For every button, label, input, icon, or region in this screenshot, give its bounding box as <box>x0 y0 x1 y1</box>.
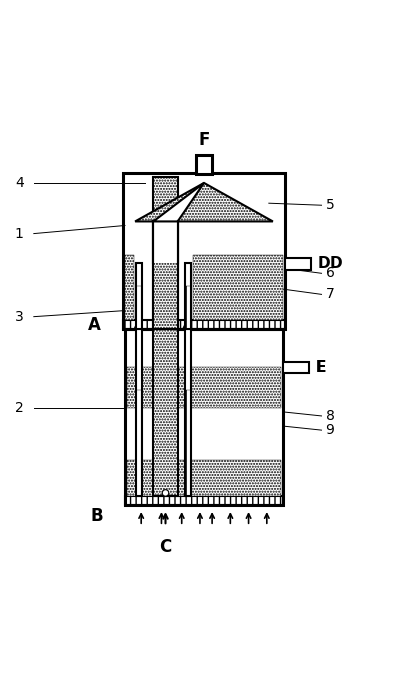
Text: 6: 6 <box>326 266 335 281</box>
Bar <box>153 329 177 496</box>
Bar <box>125 255 134 320</box>
Bar <box>153 177 177 329</box>
Bar <box>193 255 283 320</box>
Polygon shape <box>135 183 273 222</box>
Bar <box>153 177 177 329</box>
Bar <box>285 259 311 270</box>
Bar <box>123 320 285 329</box>
Text: D: D <box>330 257 342 272</box>
Bar <box>185 286 191 329</box>
Bar <box>185 263 191 329</box>
Bar <box>125 255 134 320</box>
Text: C: C <box>160 539 172 556</box>
Text: 7: 7 <box>326 287 334 301</box>
Bar <box>136 329 142 496</box>
Bar <box>136 390 142 496</box>
Bar <box>153 329 177 496</box>
Text: 4: 4 <box>15 176 24 190</box>
Text: B: B <box>90 507 103 525</box>
Text: A: A <box>88 316 101 334</box>
Bar <box>153 222 177 263</box>
Text: 1: 1 <box>15 226 24 241</box>
Text: 5: 5 <box>326 198 334 212</box>
Bar <box>127 460 281 496</box>
Text: 3: 3 <box>15 309 24 324</box>
Bar <box>125 329 283 505</box>
Text: F: F <box>198 131 210 150</box>
Bar <box>136 263 142 329</box>
Polygon shape <box>153 183 204 222</box>
Bar <box>136 286 142 329</box>
Text: 8: 8 <box>326 409 335 423</box>
Bar <box>283 362 309 373</box>
Bar <box>196 156 212 174</box>
Bar <box>123 173 285 329</box>
Circle shape <box>162 490 169 496</box>
Bar <box>127 367 281 408</box>
Bar <box>125 496 283 505</box>
Text: E: E <box>315 360 326 375</box>
Text: D: D <box>317 257 330 272</box>
Bar <box>193 255 283 320</box>
Bar <box>127 367 281 408</box>
Text: 9: 9 <box>326 423 335 437</box>
Bar <box>185 329 191 496</box>
Text: 2: 2 <box>15 401 24 415</box>
Bar <box>127 460 281 496</box>
Bar <box>185 390 191 496</box>
Text: E: E <box>315 360 326 375</box>
